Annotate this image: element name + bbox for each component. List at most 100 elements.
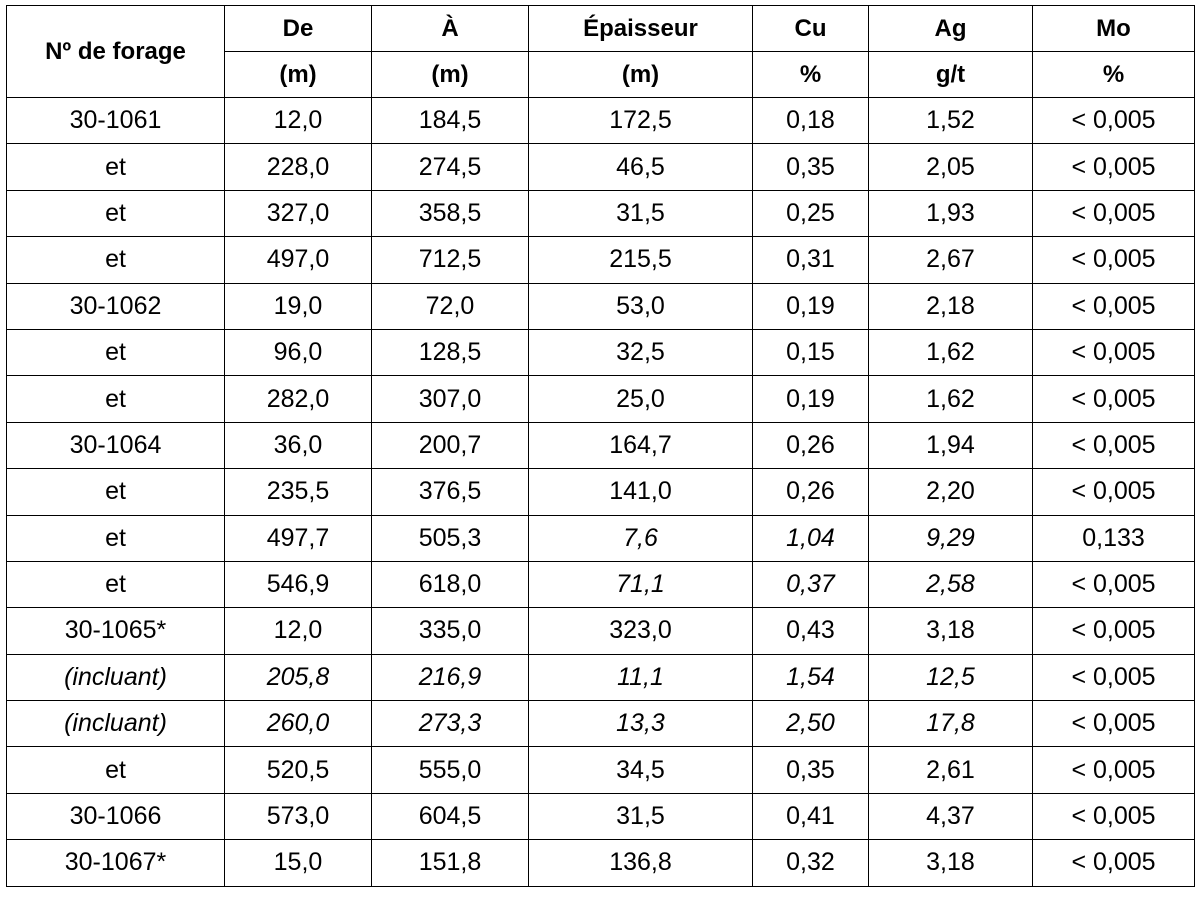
data-cell: < 0,005	[1032, 421, 1195, 470]
data-cell: < 0,005	[1032, 839, 1195, 887]
data-cell: et	[6, 143, 225, 191]
data-cell: 3,18	[868, 607, 1033, 655]
header-cell: %	[752, 51, 869, 98]
data-cell: 282,0	[224, 375, 372, 423]
data-cell: 0,35	[752, 746, 869, 794]
data-row: et 327,0 358,5 31,5 0,25 1,93 < 0,005	[6, 189, 1195, 238]
header-row: Nº de forage De À Épaisseur Cu Ag Mo	[6, 5, 1195, 98]
header-cell: (m)	[528, 51, 753, 98]
data-row: 30-1061 12,0 184,5 172,5 0,18 1,52 < 0,005	[6, 96, 1195, 145]
data-cell: 30-1062	[6, 282, 225, 330]
data-cell: 327,0	[224, 189, 372, 238]
data-cell: 2,18	[868, 282, 1033, 330]
data-cell: 497,0	[224, 236, 372, 284]
data-cell: < 0,005	[1032, 700, 1195, 748]
data-cell: 4,37	[868, 792, 1033, 841]
data-cell: et	[6, 468, 225, 516]
header-cell: Ag	[868, 5, 1033, 52]
data-cell: 323,0	[528, 607, 753, 655]
data-cell: et	[6, 189, 225, 238]
data-cell: < 0,005	[1032, 328, 1195, 377]
header-cell: Cu	[752, 5, 869, 52]
header-cell: (m)	[371, 51, 529, 98]
data-cell: 141,0	[528, 468, 753, 516]
data-row: 30-1064 36,0 200,7 164,7 0,26 1,94 < 0,005	[6, 421, 1195, 470]
header-cell: Mo	[1032, 5, 1195, 52]
data-cell: 0,41	[752, 792, 869, 841]
data-cell: 1,93	[868, 189, 1033, 238]
data-cell: < 0,005	[1032, 375, 1195, 423]
data-cell: 36,0	[224, 421, 372, 470]
header-cell: De	[224, 5, 372, 52]
data-cell: et	[6, 236, 225, 284]
data-cell: 0,32	[752, 839, 869, 887]
data-cell: 31,5	[528, 189, 753, 238]
data-cell: 0,19	[752, 282, 869, 330]
data-cell: 34,5	[528, 746, 753, 794]
header-cell: Épaisseur	[528, 5, 753, 52]
header-cell: À	[371, 5, 529, 52]
data-cell: 604,5	[371, 792, 529, 841]
data-cell: 215,5	[528, 236, 753, 284]
data-cell: 15,0	[224, 839, 372, 887]
data-cell: 32,5	[528, 328, 753, 377]
data-cell: 7,6	[528, 514, 753, 562]
data-cell: 164,7	[528, 421, 753, 470]
data-cell: 0,133	[1032, 514, 1195, 562]
data-cell: 71,1	[528, 560, 753, 609]
data-cell: 274,5	[371, 143, 529, 191]
data-cell: 96,0	[224, 328, 372, 377]
data-cell: 0,43	[752, 607, 869, 655]
data-cell: 72,0	[371, 282, 529, 330]
data-cell: 1,62	[868, 375, 1033, 423]
data-cell: (incluant)	[6, 700, 225, 748]
data-cell: < 0,005	[1032, 143, 1195, 191]
data-cell: (incluant)	[6, 653, 225, 702]
data-cell: 184,5	[371, 96, 529, 145]
data-cell: 260,0	[224, 700, 372, 748]
data-row: et 96,0 128,5 32,5 0,15 1,62 < 0,005	[6, 328, 1195, 377]
data-cell: 216,9	[371, 653, 529, 702]
data-cell: 235,5	[224, 468, 372, 516]
data-cell: 228,0	[224, 143, 372, 191]
data-cell: < 0,005	[1032, 746, 1195, 794]
data-cell: 358,5	[371, 189, 529, 238]
data-cell: 555,0	[371, 746, 529, 794]
data-cell: 30-1066	[6, 792, 225, 841]
data-cell: et	[6, 560, 225, 609]
header-cell: (m)	[224, 51, 372, 98]
header-cell: g/t	[868, 51, 1033, 98]
data-cell: 335,0	[371, 607, 529, 655]
data-cell: 136,8	[528, 839, 753, 887]
table-body: 30-1061 12,0 184,5 172,5 0,18 1,52 < 0,005 et 22…	[6, 96, 1195, 887]
data-row: (incluant) 260,0 273,3 13,3 2,50 17,8 < 0,005	[6, 700, 1195, 748]
data-cell: 200,7	[371, 421, 529, 470]
data-cell: 546,9	[224, 560, 372, 609]
data-cell: < 0,005	[1032, 468, 1195, 516]
data-cell: 53,0	[528, 282, 753, 330]
data-row: (incluant) 205,8 216,9 11,1 1,54 12,5 < 0,005	[6, 653, 1195, 702]
data-row: et 546,9 618,0 71,1 0,37 2,58 < 0,005	[6, 560, 1195, 609]
data-cell: < 0,005	[1032, 607, 1195, 655]
data-cell: 0,25	[752, 189, 869, 238]
data-cell: 520,5	[224, 746, 372, 794]
header-cell: %	[1032, 51, 1195, 98]
data-cell: 0,19	[752, 375, 869, 423]
data-cell: 0,26	[752, 468, 869, 516]
data-cell: 2,58	[868, 560, 1033, 609]
data-cell: 205,8	[224, 653, 372, 702]
data-row: 30-1066 573,0 604,5 31,5 0,41 4,37 < 0,005	[6, 792, 1195, 841]
data-row: 30-1067* 15,0 151,8 136,8 0,32 3,18 < 0,005	[6, 839, 1195, 887]
data-cell: 25,0	[528, 375, 753, 423]
data-cell: < 0,005	[1032, 653, 1195, 702]
data-cell: 128,5	[371, 328, 529, 377]
data-cell: 618,0	[371, 560, 529, 609]
data-cell: 12,0	[224, 96, 372, 145]
data-cell: 0,15	[752, 328, 869, 377]
data-cell: < 0,005	[1032, 560, 1195, 609]
data-cell: 3,18	[868, 839, 1033, 887]
data-cell: 30-1067*	[6, 839, 225, 887]
data-row: 30-1065* 12,0 335,0 323,0 0,43 3,18 < 0,005	[6, 607, 1195, 655]
data-cell: 2,05	[868, 143, 1033, 191]
data-row: et 520,5 555,0 34,5 0,35 2,61 < 0,005	[6, 746, 1195, 794]
